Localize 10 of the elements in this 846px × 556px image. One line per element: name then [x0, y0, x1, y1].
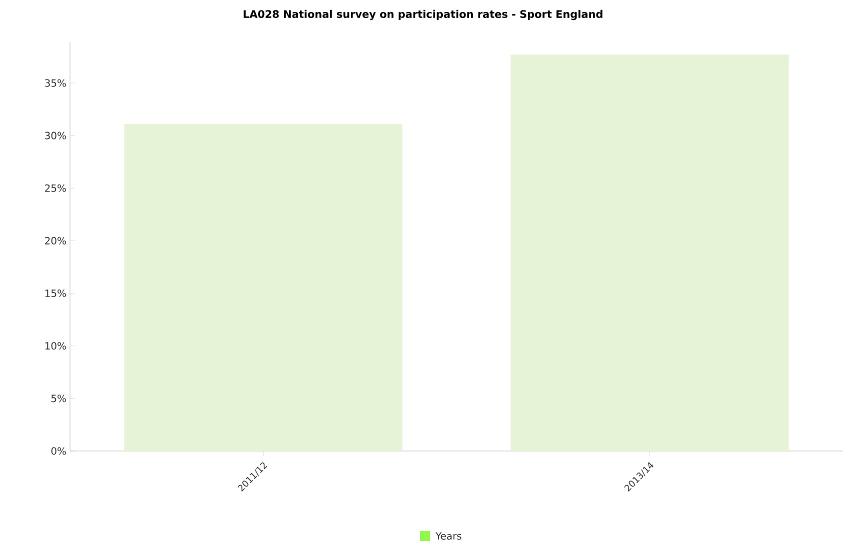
y-tick-label: 30%	[45, 132, 66, 140]
y-tick-label: 20%	[45, 236, 66, 244]
y-tick-label: 25%	[45, 184, 66, 192]
chart-title: LA028 National survey on participation rates - Sport England	[244, 10, 602, 20]
y-tick-label: 5%	[51, 394, 66, 402]
y-tick-label: 0%	[51, 447, 66, 455]
text: Years	[436, 532, 462, 540]
y-tick-label: 15%	[45, 290, 66, 298]
y-tick-label: 35%	[45, 79, 66, 87]
y-tick-label: 10%	[45, 342, 66, 350]
